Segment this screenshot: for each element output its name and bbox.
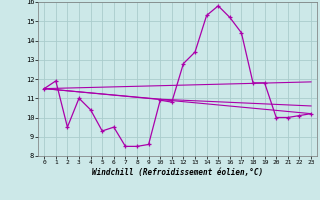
X-axis label: Windchill (Refroidissement éolien,°C): Windchill (Refroidissement éolien,°C) <box>92 168 263 177</box>
